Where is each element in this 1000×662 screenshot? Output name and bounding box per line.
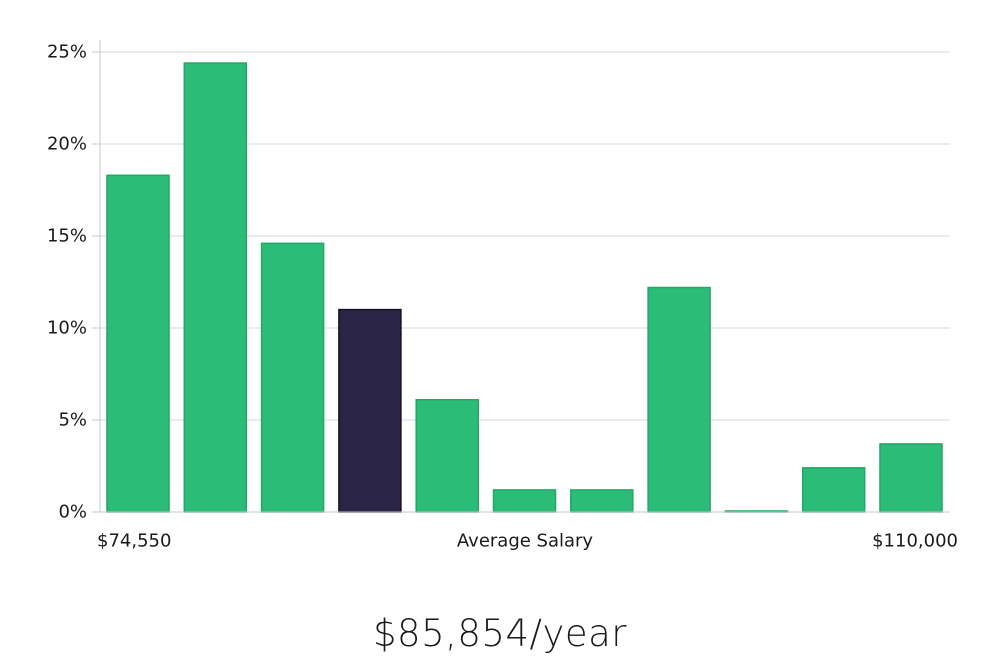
histogram-bar [415, 399, 479, 513]
y-tick-label: 15% [47, 226, 87, 247]
bars [106, 62, 943, 513]
y-tick-label: 10% [47, 318, 87, 339]
histogram-bar-highlighted [338, 308, 402, 513]
histogram-bar [570, 489, 634, 513]
y-tick-label: 0% [58, 502, 87, 523]
histogram-bar [647, 286, 711, 513]
salary-histogram: 0%5%10%15%20%25% $74,550 Average Salary … [47, 40, 958, 552]
histogram-bar [879, 443, 943, 513]
x-axis-label: Average Salary [457, 531, 594, 552]
average-salary-value: $85,854/year [372, 612, 627, 655]
histogram-bar [260, 242, 325, 513]
histogram-bar [492, 489, 557, 513]
y-tick-label: 25% [47, 42, 87, 63]
y-tick-label: 5% [58, 410, 87, 431]
histogram-bar [801, 467, 866, 513]
histogram-bar [183, 62, 248, 513]
y-tick-label: 20% [47, 134, 87, 155]
x-min-label: $74,550 [97, 531, 171, 552]
histogram-bar [106, 174, 170, 513]
x-max-label: $110,000 [872, 531, 958, 552]
y-axis-ticks: 0% 5% 10% 15% 20% 25% [47, 42, 100, 523]
